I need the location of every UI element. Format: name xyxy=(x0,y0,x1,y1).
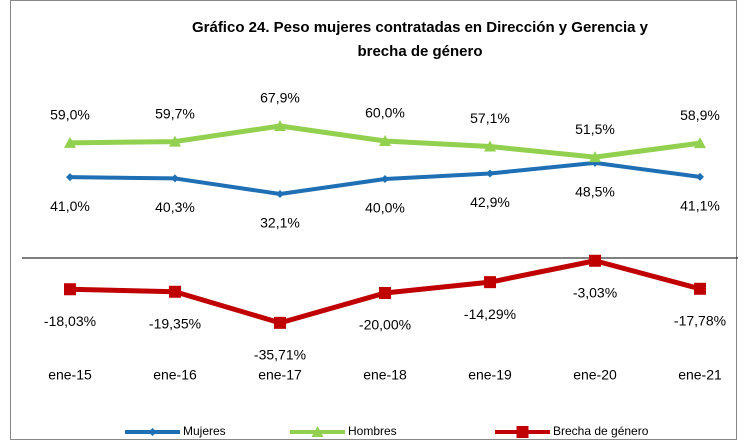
data-label: -14,29% xyxy=(464,306,516,322)
data-label: 58,9% xyxy=(680,107,720,123)
marker xyxy=(484,276,496,289)
data-label: 40,3% xyxy=(155,199,195,215)
legend-label: Mujeres xyxy=(183,424,226,438)
chart-title: brecha de género xyxy=(357,43,482,60)
marker xyxy=(64,136,76,148)
data-label: -18,03% xyxy=(44,313,96,329)
x-tick-label: ene-16 xyxy=(153,367,197,383)
data-label: 32,1% xyxy=(260,215,300,231)
marker xyxy=(381,175,389,183)
data-label: -20,00% xyxy=(359,317,411,333)
marker xyxy=(694,282,706,295)
data-label: -35,71% xyxy=(254,347,306,363)
marker xyxy=(274,316,286,329)
data-label: 51,5% xyxy=(575,121,615,137)
marker xyxy=(696,172,704,181)
marker xyxy=(169,285,181,298)
marker xyxy=(64,283,76,296)
chart-title: Gráfico 24. Peso mujeres contratadas en … xyxy=(192,19,649,36)
marker xyxy=(274,119,286,131)
legend-marker xyxy=(516,426,529,438)
marker xyxy=(379,287,391,299)
data-label: 57,1% xyxy=(470,110,510,126)
marker xyxy=(589,254,601,267)
chart-border xyxy=(10,0,737,440)
marker xyxy=(379,135,391,146)
data-label: -17,78% xyxy=(674,312,726,328)
x-tick-label: ene-18 xyxy=(363,367,407,383)
x-tick-label: ene-21 xyxy=(678,367,722,383)
x-tick-label: ene-20 xyxy=(573,367,617,383)
marker xyxy=(484,140,496,152)
legend-marker xyxy=(311,426,324,437)
marker xyxy=(169,135,181,147)
legend-label: Brecha de género xyxy=(553,424,649,438)
x-tick-label: ene-17 xyxy=(258,367,302,383)
legend-label: Hombres xyxy=(348,424,397,438)
marker xyxy=(486,169,494,178)
data-label: 41,1% xyxy=(680,198,720,214)
marker xyxy=(694,137,706,149)
marker xyxy=(276,190,284,199)
legend-marker xyxy=(148,428,157,436)
data-label: 59,7% xyxy=(155,105,195,121)
data-label: 67,9% xyxy=(260,90,300,106)
data-label: 60,0% xyxy=(365,105,405,121)
data-label: -3,03% xyxy=(573,284,617,300)
marker xyxy=(66,173,74,182)
data-label: 48,5% xyxy=(575,184,615,200)
data-label: 40,0% xyxy=(365,200,405,216)
data-label: 59,0% xyxy=(50,107,90,123)
data-label: 41,0% xyxy=(50,198,90,214)
data-label: -19,35% xyxy=(149,315,201,331)
marker xyxy=(589,151,601,163)
marker xyxy=(171,174,179,183)
data-label: 42,9% xyxy=(470,194,510,210)
x-tick-label: ene-15 xyxy=(48,367,92,383)
x-tick-label: ene-19 xyxy=(468,367,512,383)
